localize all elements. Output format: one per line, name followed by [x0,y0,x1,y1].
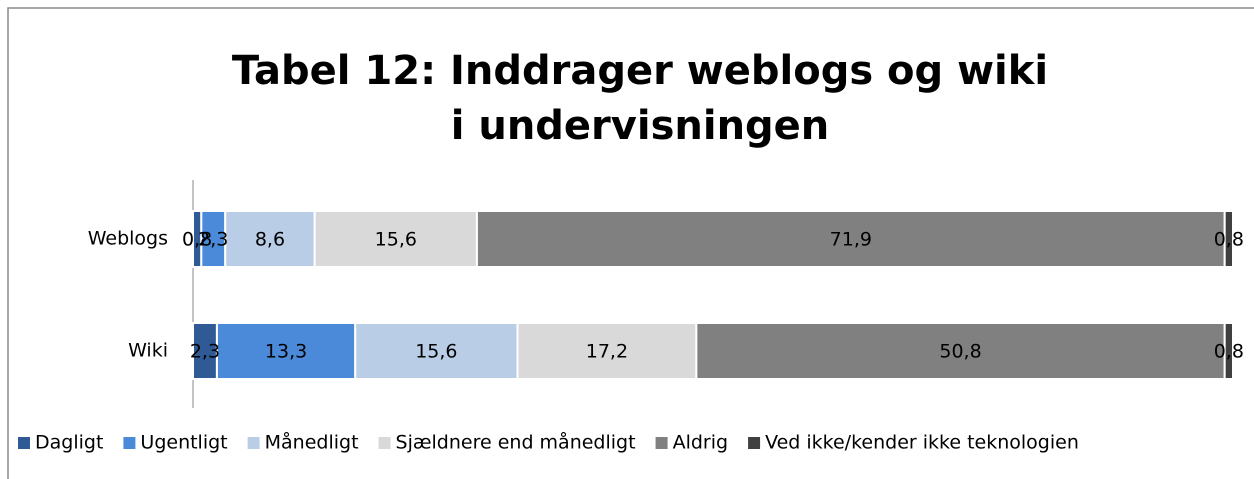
legend-label: Aldrig [673,432,729,454]
legend-swatch [247,437,260,449]
data-label: 13,3 [265,341,307,363]
chart-title: i undervisningen [451,103,830,149]
y-tick-label: Wiki [128,340,168,362]
bar-segment [215,322,357,380]
data-label: 15,6 [375,229,417,251]
legend-swatch [123,437,136,449]
legend-label: Ugentligt [140,432,227,454]
y-tick-label: Weblogs [88,228,168,250]
chart-border [7,7,1254,479]
legend-swatch [378,437,391,449]
data-label: 8,6 [255,229,285,251]
data-label: 0,8 [1214,229,1244,251]
bar-segment [1223,322,1235,380]
data-label: 15,6 [415,341,457,363]
legend-label: Sjældnere end månedligt [396,431,636,454]
bar-segment [475,210,1226,268]
data-label: 2,3 [198,229,228,251]
legend-label: Ved ikke/kender ikke teknologien [765,432,1079,454]
chart-title: Tabel 12: Inddrager weblogs og wiki [232,48,1048,94]
legend-label: Dagligt [35,432,103,454]
legend-swatch [18,437,30,449]
data-label: 0,8 [1214,341,1244,363]
legend-swatch [655,437,668,449]
bar-segment [313,210,478,268]
bar-segment [516,322,698,380]
legend-label: Månedligt [265,431,359,454]
bar-segment [354,322,519,380]
data-label: 2,3 [190,341,220,363]
bar-segment [695,322,1226,380]
data-label: 71,9 [830,229,872,251]
data-label: 17,2 [586,341,628,363]
legend-swatch [748,437,761,449]
bar-segment [1223,210,1235,268]
data-label: 0,8 [182,229,212,251]
data-label: 50,8 [939,341,981,363]
